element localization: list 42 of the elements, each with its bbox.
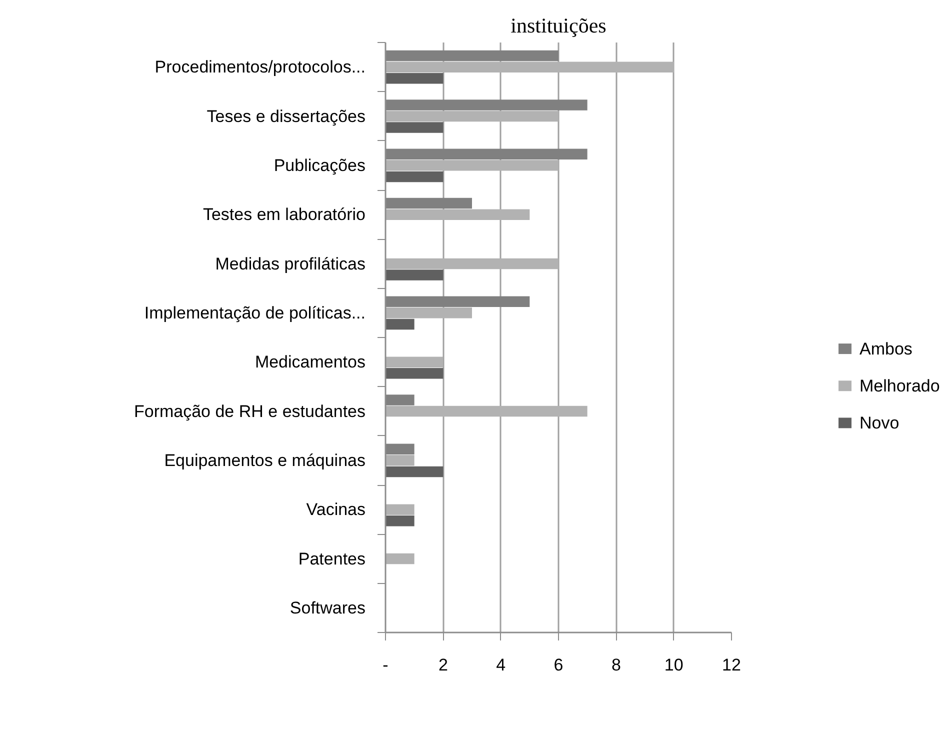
bar (386, 455, 414, 466)
x-tick-label: 6 (554, 656, 564, 674)
x-tick-label: 12 (722, 656, 741, 674)
chart-title: instituições (510, 14, 606, 38)
bar (386, 356, 444, 368)
y-tick-label: Medicamentos (254, 352, 366, 372)
bar (386, 318, 414, 330)
bar (386, 122, 444, 133)
bar (386, 516, 414, 526)
y-tick-label: Testes em laboratório (202, 205, 366, 224)
y-tick-label: Formação de RH e estudantes (134, 402, 366, 421)
bar (386, 171, 444, 182)
bar (386, 73, 444, 84)
x-tick-label: 10 (664, 656, 684, 674)
y-tick-label: Vacinas (306, 500, 366, 520)
y-tick-label: Equipamentos e máquinas (164, 450, 366, 470)
y-tick-label: Softwares (290, 598, 366, 618)
y-tick-label: Implementação de políticas... (144, 303, 366, 322)
legend-label: Novo (860, 413, 900, 432)
bar (386, 258, 558, 270)
bar (386, 553, 414, 564)
x-tick-label: 8 (611, 656, 621, 674)
y-tick-label: Procedimentos/protocolos... (154, 58, 366, 77)
x-tick-label: 4 (496, 656, 506, 674)
y-tick-label: Patentes (298, 549, 366, 568)
y-tick-label: Publicações (274, 156, 366, 175)
y-tick-label: Teses e dissertações (206, 106, 366, 126)
bar (386, 368, 444, 379)
bar (386, 406, 588, 417)
y-tick-label: Medidas profiláticas (215, 254, 366, 274)
legend-label: Melhorado (860, 376, 940, 396)
bar (386, 308, 472, 318)
bar (386, 209, 530, 220)
bar (386, 160, 558, 171)
x-tick-label: 2 (438, 656, 448, 674)
bar (386, 466, 444, 478)
bar (386, 270, 444, 280)
bar (386, 62, 674, 72)
bar (386, 504, 414, 515)
bar (386, 110, 558, 122)
x-tick-label: - (382, 656, 388, 674)
legend-label: Ambos (860, 339, 912, 358)
